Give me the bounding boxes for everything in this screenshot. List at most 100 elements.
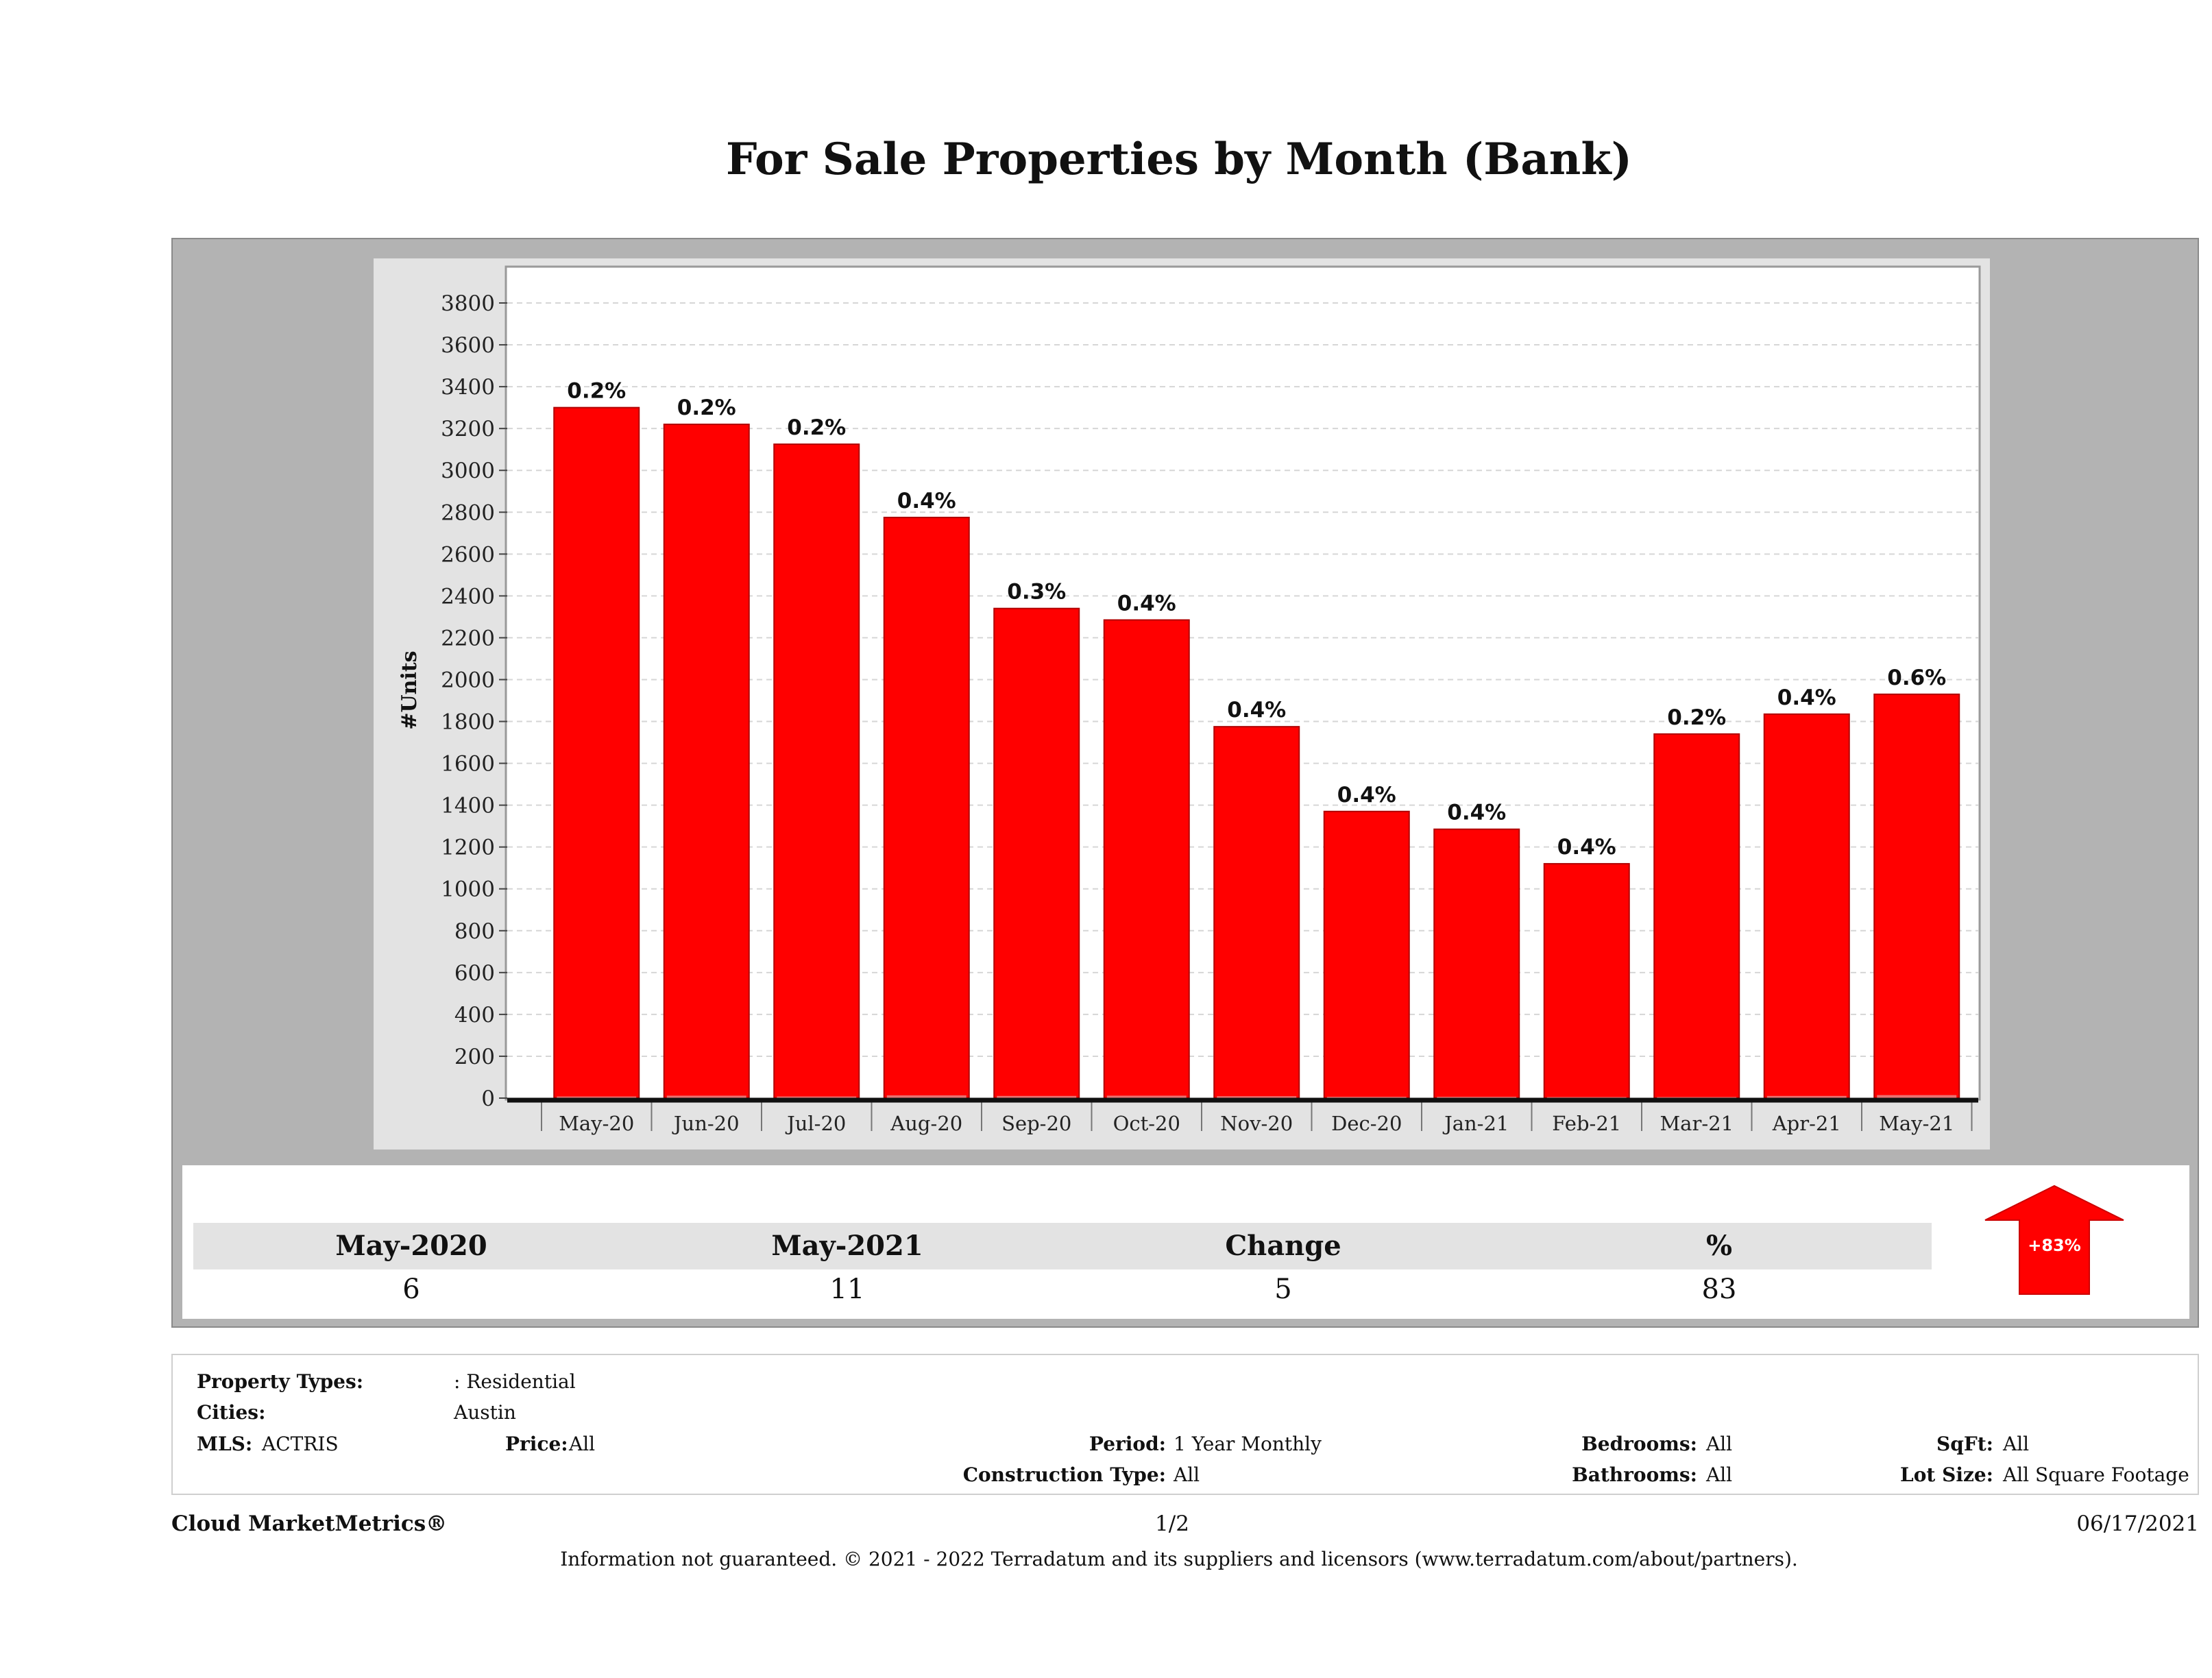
x-tick-label: Dec-20 [1331, 1112, 1402, 1135]
bar-highlight [777, 1096, 857, 1098]
cities-label: Cities: [197, 1401, 266, 1424]
property-types-label: Property Types: [197, 1370, 364, 1393]
x-tick-label: Jan-21 [1442, 1112, 1509, 1135]
bar-label: 0.2% [677, 396, 736, 420]
summary-table: May-2020 May-2021 Change % 6 11 5 83 [182, 1165, 2189, 1319]
cities-value: Austin [454, 1401, 516, 1424]
x-tick-label: Sep-20 [1001, 1112, 1071, 1135]
y-tick-label: 200 [454, 1045, 495, 1069]
y-tick-label: 2800 [441, 500, 495, 525]
summary-header-change: Change [1225, 1230, 1341, 1262]
bar-label: 0.4% [897, 489, 956, 513]
summary-value-change: 5 [1274, 1274, 1292, 1305]
x-axis-ticks: May-20 Jun-20 Jul-20 Aug-20 Sep-20 Oct-20 Nov-… [507, 1097, 1978, 1135]
y-tick-label: 0 [481, 1086, 495, 1111]
bar [1543, 863, 1630, 1099]
brand-name: Cloud MarketMetrics® [171, 1511, 448, 1536]
period-value: 1 Year Monthly [1174, 1433, 1322, 1455]
bar [773, 443, 860, 1099]
report-date: 06/17/2021 [2076, 1511, 2199, 1536]
gridlines [507, 302, 1978, 1057]
x-tick-label: Aug-20 [890, 1112, 962, 1135]
price-label: Price: [505, 1433, 568, 1455]
y-tick-label: 2400 [441, 584, 495, 609]
sqft-label: SqFt: [1936, 1433, 1993, 1455]
bar [993, 607, 1080, 1099]
x-tick-label: May-20 [559, 1112, 634, 1135]
y-tick-label: 1000 [441, 877, 495, 902]
bar-highlight [997, 1095, 1077, 1098]
mls-value: ACTRIS [262, 1433, 339, 1455]
chart-area: 0 200 400 600 800 1000 1200 1400 1600 1800 2000 220… [374, 258, 1990, 1150]
summary-value-start: 6 [402, 1274, 420, 1305]
y-tick-label: 2600 [441, 542, 495, 567]
bar-label: 0.4% [1117, 591, 1176, 616]
x-tick-label: Mar-21 [1660, 1112, 1734, 1135]
y-tick-label: 1600 [441, 752, 495, 777]
bar-label: 0.4% [1447, 801, 1506, 825]
x-tick-label: Oct-20 [1113, 1112, 1180, 1135]
bar-highlight [886, 1095, 967, 1098]
bar-highlight [1657, 1097, 1737, 1098]
lot-size-value: All Square Footage [2003, 1463, 2189, 1486]
summary-header-row: May-2020 May-2021 Change % [193, 1223, 1932, 1269]
construction-type-value: All [1174, 1463, 1200, 1486]
lot-size-label: Lot Size: [1900, 1463, 1993, 1486]
mls-label: MLS: [197, 1433, 253, 1455]
bar [1103, 619, 1190, 1099]
bar-highlight [666, 1095, 746, 1098]
summary-blank-row [193, 1176, 1932, 1223]
property-types-value: : Residential [454, 1370, 576, 1393]
bar-label: 0.3% [1007, 580, 1066, 605]
y-tick-label: 1200 [441, 836, 495, 860]
x-tick-label: Feb-21 [1552, 1112, 1621, 1135]
x-tick-label: Apr-21 [1772, 1112, 1841, 1135]
bar [1433, 828, 1520, 1099]
bar-highlight [557, 1096, 637, 1098]
bar-label: 0.4% [1777, 685, 1836, 710]
summary-value-end: 11 [829, 1274, 865, 1305]
bar [1323, 810, 1410, 1099]
bar-highlight [1437, 1097, 1517, 1098]
price-value: All [569, 1433, 596, 1455]
y-axis-title: #Units [398, 650, 422, 729]
bedrooms-label: Bedrooms: [1581, 1433, 1697, 1455]
bar-label: 0.4% [1557, 835, 1616, 860]
bar [1213, 726, 1300, 1099]
y-tick-label: 600 [454, 961, 495, 986]
disclaimer: Information not guaranteed. © 2021 - 202… [560, 1548, 1798, 1570]
y-tick-label: 3800 [441, 291, 495, 316]
bar [553, 406, 640, 1099]
up-arrow-icon: +83% [1984, 1184, 2124, 1295]
filter-criteria: Property Types: : Residential Cities: Au… [171, 1354, 2199, 1495]
bar-label: 0.2% [567, 379, 626, 404]
bar-highlight [1546, 1097, 1627, 1098]
bar-label: 0.4% [1337, 783, 1396, 807]
bar-label: 0.2% [1667, 705, 1726, 730]
y-axis-ticks: 0 200 400 600 800 1000 1200 1400 1600 1800 2000 220… [441, 291, 507, 1111]
y-tick-label: 800 [454, 919, 495, 944]
bar-highlight [1217, 1096, 1297, 1098]
summary-value-percent: 83 [1701, 1274, 1737, 1305]
sqft-value: All [2003, 1433, 2030, 1455]
page-title: For Sale Properties by Month (Bank) [726, 134, 1632, 185]
page-number: 1/2 [1155, 1511, 1189, 1536]
bar-chart: 0 200 400 600 800 1000 1200 1400 1600 1800 2000 220… [398, 265, 1981, 1135]
bedrooms-value: All [1706, 1433, 1733, 1455]
bar-label: 0.6% [1887, 666, 1946, 690]
y-tick-label: 1400 [441, 794, 495, 818]
y-tick-label: 3200 [441, 417, 495, 441]
bar-highlight [1106, 1095, 1187, 1098]
bar [883, 516, 970, 1099]
bathrooms-label: Bathrooms: [1572, 1463, 1697, 1486]
x-tick-label: May-21 [1879, 1112, 1954, 1135]
bar [1763, 713, 1850, 1099]
summary-value-row: 6 11 5 83 [193, 1269, 1932, 1309]
y-tick-label: 1800 [441, 710, 495, 735]
y-tick-label: 2200 [441, 626, 495, 650]
summary-header-end: May-2021 [771, 1230, 923, 1262]
y-tick-label: 3000 [441, 459, 495, 483]
bar-highlight [1877, 1095, 1957, 1098]
summary-header-percent: % [1705, 1230, 1732, 1262]
bar-label: 0.2% [787, 415, 846, 440]
